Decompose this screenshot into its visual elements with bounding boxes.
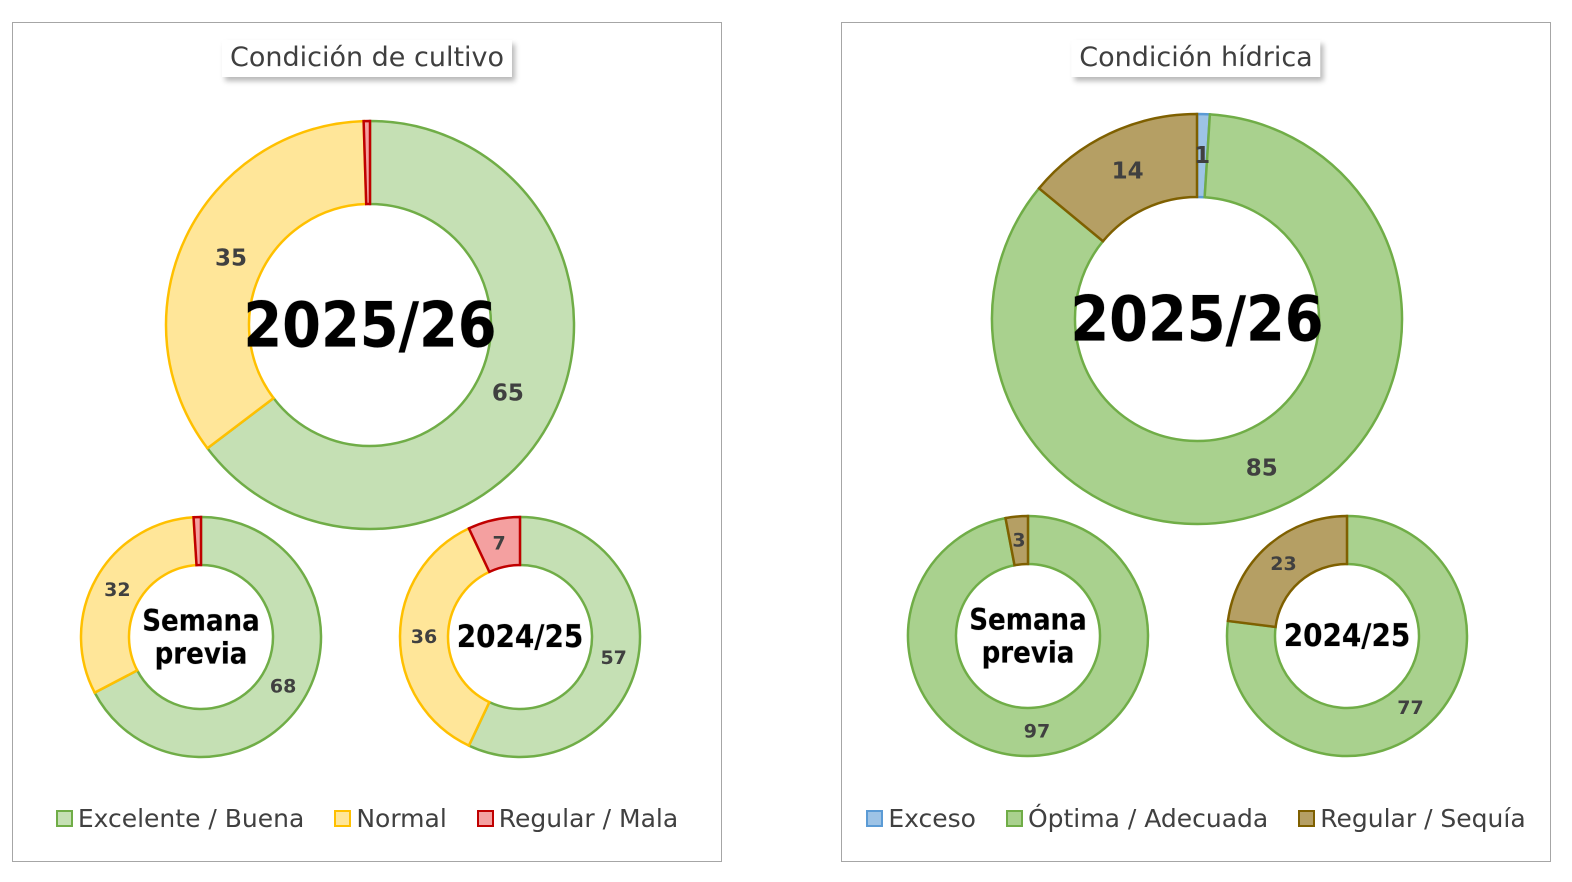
donut-chart: 57 36 7 2024/25 bbox=[398, 515, 642, 759]
slice-value-label: 14 bbox=[1112, 159, 1144, 185]
slice-value-label: 65 bbox=[492, 381, 524, 407]
legend-label: Excelente / Buena bbox=[77, 804, 305, 833]
legend-label: Regular / Sequía bbox=[1320, 804, 1526, 833]
slice-value-label: 32 bbox=[104, 579, 130, 601]
donut-slice bbox=[990, 113, 1404, 526]
slice-value-label: 57 bbox=[600, 647, 626, 669]
slice-value-label: 35 bbox=[215, 246, 247, 272]
slice-value-label: 97 bbox=[1024, 721, 1050, 743]
donut-chart: 77 23 2024/25 bbox=[1225, 514, 1469, 758]
slice-value-label: 1 bbox=[1194, 143, 1210, 169]
donut-slice bbox=[1226, 514, 1349, 629]
donut-center-label: 2024/25 bbox=[1284, 618, 1411, 654]
donut-chart: 1 85 14 2025/26 bbox=[990, 112, 1404, 526]
slice-value-label: 7 bbox=[492, 532, 505, 554]
chart-legend: Excelente / Buena Normal Regular / Mala bbox=[13, 804, 721, 833]
donut-center-label: Semana bbox=[142, 603, 259, 637]
slice-value-label: 23 bbox=[1270, 553, 1296, 575]
donut-slice bbox=[467, 515, 522, 574]
legend-swatch-icon bbox=[334, 810, 352, 827]
donut-center-label: previa bbox=[155, 637, 248, 671]
legend-label: Óptima / Adecuada bbox=[1027, 804, 1269, 833]
legend-item: Regular / Mala bbox=[476, 804, 679, 833]
donut-center-label: 2024/25 bbox=[457, 619, 584, 655]
donut-slice bbox=[79, 515, 198, 695]
donut-slice bbox=[467, 515, 642, 759]
slice-value-label: 68 bbox=[270, 676, 296, 698]
chart-panel-condicion-cultivo: 65 35 2025/26 68 32 Semana previa 57 36 7 2024/25 … bbox=[12, 22, 722, 862]
legend-swatch-icon bbox=[1298, 810, 1316, 827]
slice-value-label: 36 bbox=[411, 626, 437, 648]
donut-slice bbox=[1037, 112, 1199, 243]
chart-title: Condición hídrica bbox=[1071, 40, 1321, 77]
legend-item: Exceso bbox=[866, 804, 976, 833]
legend-swatch-icon bbox=[1005, 810, 1023, 827]
donut-slice bbox=[1004, 514, 1030, 567]
legend-label: Regular / Mala bbox=[498, 804, 679, 833]
chart-panel-condicion-hidrica: 1 85 14 2025/26 97 3 Semana previa 77 23 2024/25 C… bbox=[841, 22, 1551, 862]
donut-slice bbox=[92, 515, 323, 759]
donut-slice bbox=[362, 119, 372, 206]
slice-value-label: 85 bbox=[1246, 456, 1278, 482]
chart-legend: Exceso Óptima / Adecuada Regular / Sequí… bbox=[842, 804, 1550, 833]
donut-slice bbox=[1225, 514, 1469, 758]
legend-item: Excelente / Buena bbox=[55, 804, 305, 833]
donut-center-label: 2025/26 bbox=[243, 289, 496, 362]
donut-slice bbox=[906, 514, 1150, 758]
donut-slice bbox=[164, 119, 368, 450]
chart-title: Condición de cultivo bbox=[221, 40, 513, 77]
donut-center-label: Semana bbox=[969, 602, 1086, 636]
donut-slice bbox=[398, 526, 492, 748]
donut-chart: 65 35 2025/26 bbox=[164, 119, 576, 531]
donut-center-label: previa bbox=[982, 636, 1075, 670]
slice-value-label: 3 bbox=[1012, 529, 1025, 551]
legend-swatch-icon bbox=[866, 810, 884, 827]
legend-label: Normal bbox=[356, 804, 447, 833]
donut-slice bbox=[205, 119, 576, 531]
legend-label: Exceso bbox=[888, 804, 976, 833]
legend-item: Regular / Sequía bbox=[1298, 804, 1526, 833]
legend-item: Óptima / Adecuada bbox=[1005, 804, 1269, 833]
legend-item: Normal bbox=[334, 804, 447, 833]
donut-center-label: 2025/26 bbox=[1070, 283, 1323, 356]
legend-swatch-icon bbox=[55, 810, 73, 827]
legend-swatch-icon bbox=[476, 810, 494, 827]
donut-slice bbox=[192, 515, 203, 567]
slice-value-label: 77 bbox=[1397, 697, 1423, 719]
